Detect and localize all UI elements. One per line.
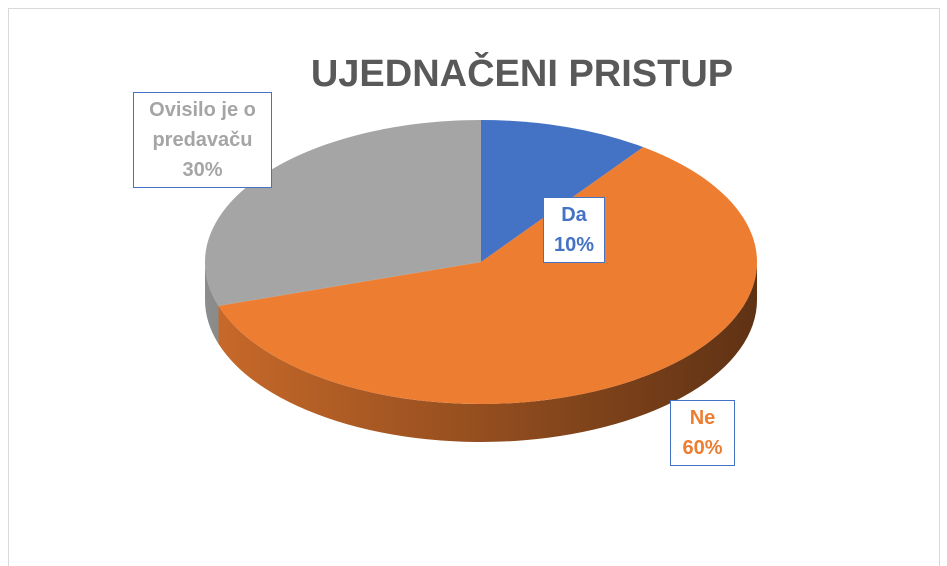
slice-side <box>205 262 219 344</box>
slice <box>481 120 644 262</box>
chart-title: UJEDNAČENI PRISTUP <box>311 50 733 95</box>
value-label: 60% <box>682 437 723 459</box>
category-label: Da <box>561 204 587 226</box>
value-label: 10% <box>553 234 595 256</box>
slice <box>218 147 758 405</box>
data-label: Ne 60% <box>670 400 735 466</box>
category-label: Ovisilo je o predavaču <box>149 99 256 151</box>
slice <box>204 120 481 306</box>
data-label: Da 10% <box>543 197 605 263</box>
value-label: 30% <box>182 159 223 181</box>
category-label: Ne <box>689 407 716 429</box>
data-label: Ovisilo je o predavaču 30% <box>133 92 272 188</box>
slice-side <box>218 262 757 442</box>
